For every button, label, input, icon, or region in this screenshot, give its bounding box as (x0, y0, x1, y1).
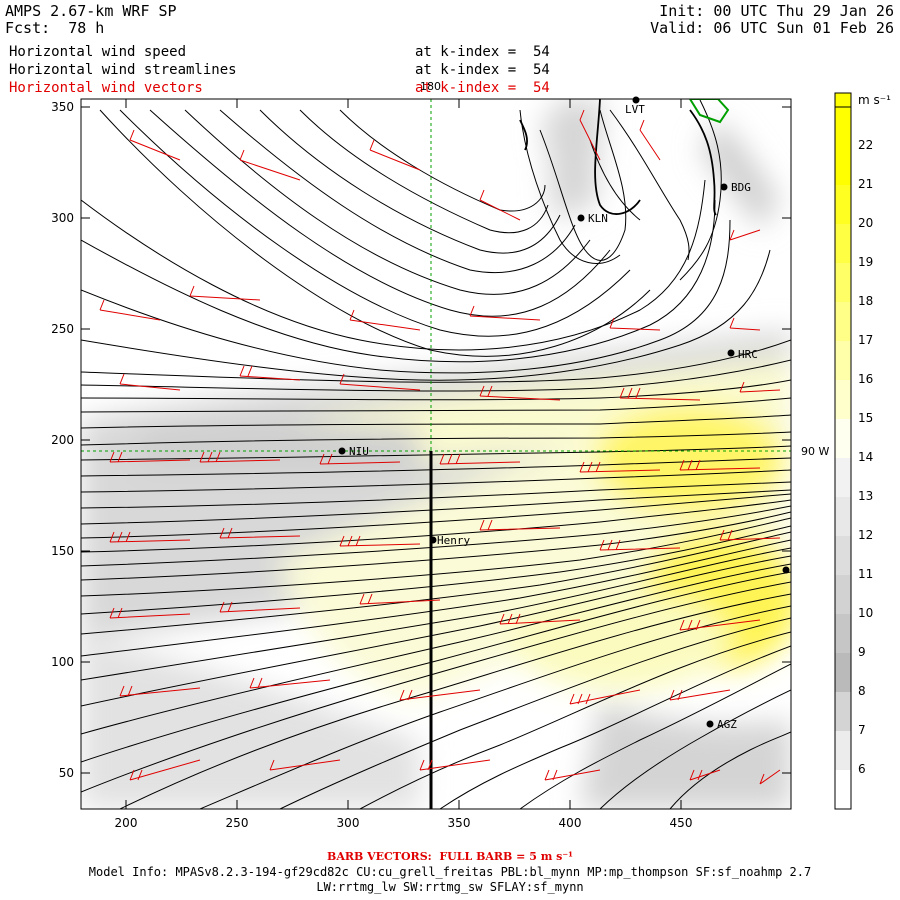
colorbar-label: 15 (858, 411, 874, 425)
station-hrc: HRC (738, 348, 758, 361)
meridian-label: 180 (420, 80, 441, 93)
x-tick-300: 300 (336, 816, 360, 830)
legend-wind-speed: Horizontal wind speed (9, 44, 187, 60)
colorbar-label: 22 (858, 138, 874, 152)
colorbar-bin (835, 185, 851, 225)
colorbar-label: 18 (858, 294, 874, 308)
coast-feature (688, 99, 730, 124)
model-info: Model Info: MPASv8.2.3-194-gf29cd82c CU:… (88, 865, 812, 879)
model-info-physics: LW:rrtmg_lw SW:rrtmg_sw SFLAY:sf_mynn (316, 880, 584, 894)
colorbar-label: 14 (858, 450, 874, 464)
colorbar-bin (835, 575, 851, 615)
valid-time: Valid: 06 UTC Sun 01 Feb 26 (650, 19, 894, 37)
colorbar-label: 11 (858, 567, 874, 581)
colorbar-bin (835, 497, 851, 537)
legend-streamlines: Horizontal wind streamlines (9, 62, 237, 78)
colorbar-label: 16 (858, 372, 874, 386)
colorbar-label: 6 (858, 762, 866, 776)
colorbar-bin (835, 341, 851, 381)
colorbar-label: 8 (858, 684, 866, 698)
colorbar-label: 20 (858, 216, 874, 230)
colorbar-label: 21 (858, 177, 874, 191)
station-bdg: BDG (731, 181, 751, 194)
colorbar-bin (835, 731, 851, 771)
y-tick-100: 100 (51, 655, 74, 669)
colorbar-bin (835, 614, 851, 654)
colorbar-bin (835, 263, 851, 303)
colorbar-label: 17 (858, 333, 874, 347)
station-henry: Henry (437, 534, 471, 547)
map-title: AMPS 2.67-km WRF SP (5, 2, 177, 20)
y-tick-350: 350 (51, 100, 74, 114)
legend-wind-speed-level: at k-index = 54 (415, 44, 550, 60)
colorbar-bin (835, 419, 851, 459)
legend-streamlines-level: at k-index = 54 (415, 62, 550, 78)
y-tick-50: 50 (58, 766, 74, 780)
colorbar-label: 10 (858, 606, 874, 620)
forecast-hour: Fcst: 78 h (5, 19, 105, 37)
colorbar-bin (835, 692, 851, 732)
x-tick-250: 250 (225, 816, 249, 830)
y-tick-150: 150 (51, 544, 74, 558)
colorbar-bin (835, 146, 851, 186)
station-markers (338, 96, 790, 728)
y-tick-300: 300 (51, 211, 74, 225)
legend-wind-vectors-level: at k-index = 54 (415, 80, 550, 96)
wind-barbs (99, 109, 781, 785)
colorbar-bin (835, 302, 851, 342)
barb-vector-note: BARB VECTORS: FULL BARB = 5 m s⁻¹ (327, 850, 573, 863)
streamlines (81, 99, 791, 809)
parallel-label: 90 W (801, 445, 830, 458)
colorbar-label: 12 (858, 528, 874, 542)
colorbar-label: 13 (858, 489, 874, 503)
station-lvt: LVT (625, 103, 645, 116)
station-niu: NIU (349, 445, 369, 458)
y-tick-250: 250 (51, 322, 74, 336)
colorbar-bin (835, 224, 851, 264)
colorbar-bin (835, 536, 851, 576)
x-tick-450: 450 (669, 816, 693, 830)
colorbar-bin (835, 770, 851, 810)
coastline (519, 99, 717, 216)
init-time: Init: 00 UTC Thu 29 Jan 26 (659, 2, 894, 20)
colorbar-bin (835, 653, 851, 693)
station-agz: AGZ (717, 718, 737, 731)
colorbar-label: 7 (858, 723, 866, 737)
colorbar-label: 9 (858, 645, 866, 659)
colorbar-bin (835, 380, 851, 420)
colorbar-bin (835, 458, 851, 498)
legend-wind-vectors: Horizontal wind vectors (9, 80, 203, 96)
x-tick-200: 200 (114, 816, 138, 830)
station-kln: KLN (588, 212, 608, 225)
y-tick-200: 200 (51, 433, 74, 447)
colorbar-bin (835, 107, 851, 147)
colorbar (834, 92, 852, 810)
x-tick-350: 350 (447, 816, 471, 830)
colorbar-unit: m s⁻¹ (858, 93, 891, 107)
x-tick-400: 400 (558, 816, 582, 830)
colorbar-label: 19 (858, 255, 874, 269)
